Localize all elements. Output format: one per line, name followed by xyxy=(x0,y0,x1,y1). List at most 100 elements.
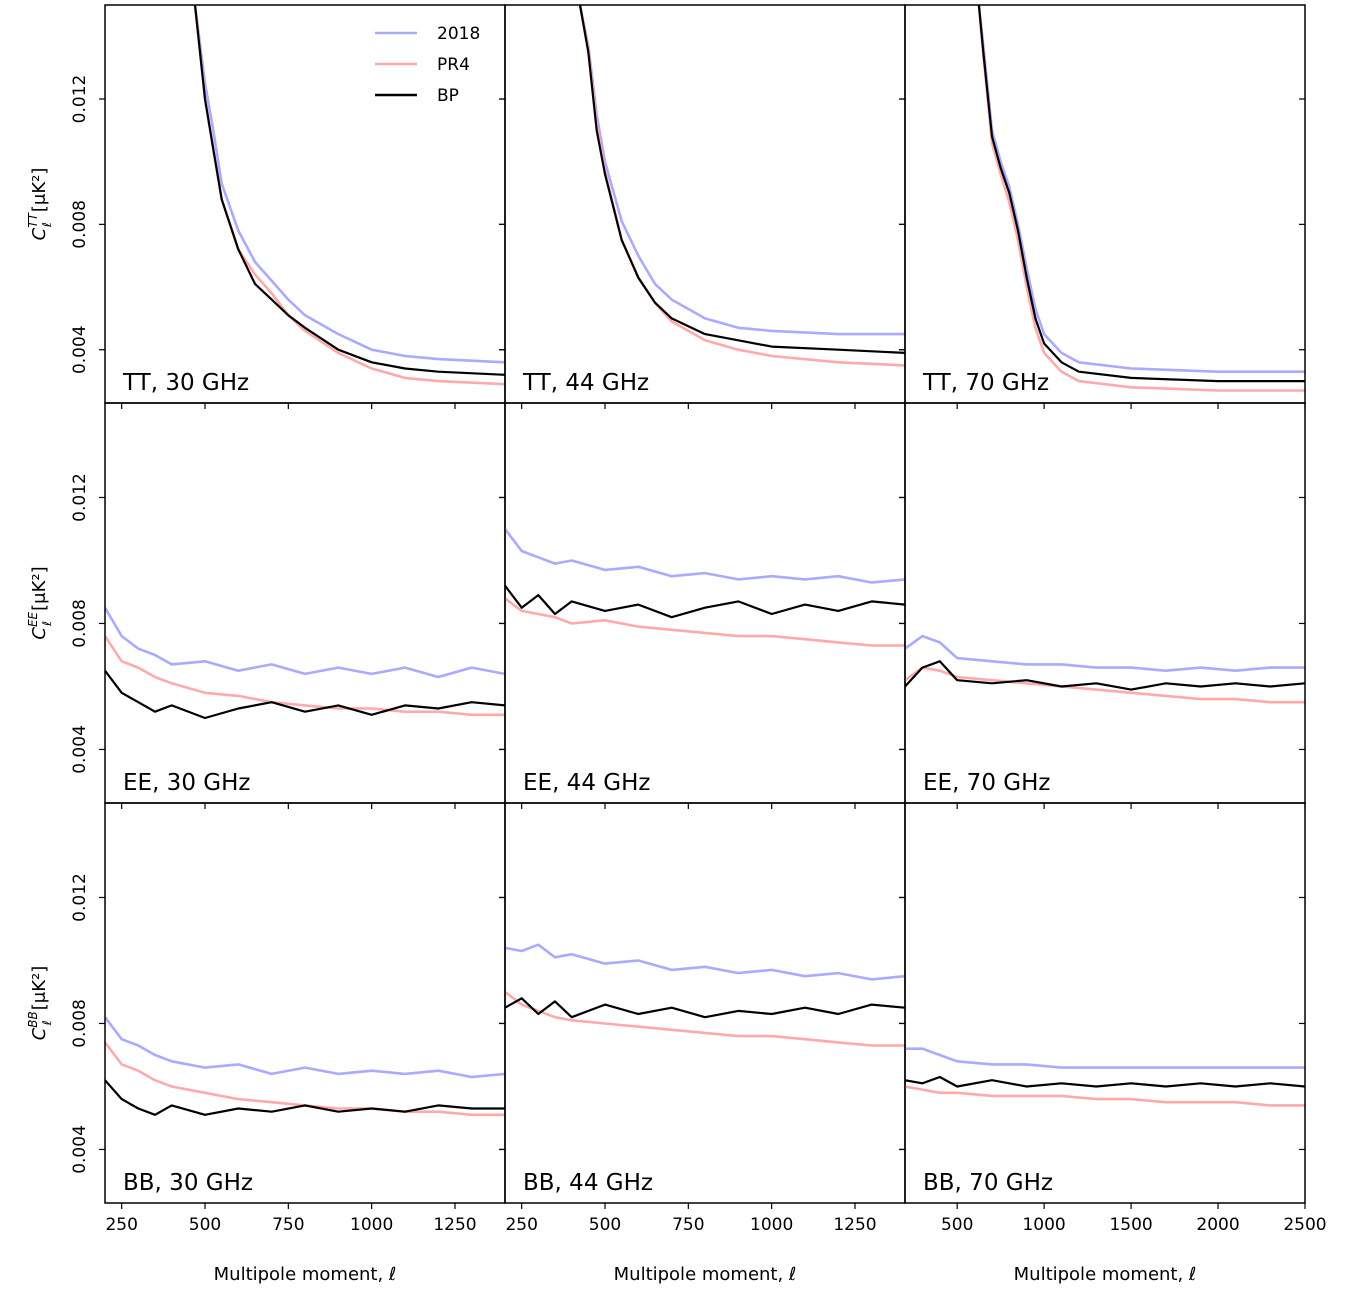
y-axis-label: CBBℓ [μK²] xyxy=(26,966,54,1041)
data-line xyxy=(105,1016,505,1079)
x-tick-label: 1500 xyxy=(1109,1215,1152,1235)
data-line xyxy=(905,1085,1305,1107)
y-label-unit: [μK²] xyxy=(29,566,50,611)
data-line xyxy=(578,5,905,354)
y-tick-label: 0.008 xyxy=(70,200,90,249)
y-label-sup: TT xyxy=(26,211,40,227)
plot-area xyxy=(505,528,905,647)
y-tick-label: 0.008 xyxy=(70,999,90,1048)
data-line xyxy=(505,585,905,619)
plot-area xyxy=(505,943,905,1047)
y-axis-label: CEEℓ [μK²] xyxy=(26,566,54,639)
data-line xyxy=(105,607,505,679)
panel-label: EE, 70 GHz xyxy=(923,770,1050,796)
data-line xyxy=(905,634,1305,672)
panel: 500 1000 1500 2000 2500 Multipole moment, ℓ BB… xyxy=(899,802,1327,1285)
panel-frame xyxy=(104,402,506,804)
y-tick-label: 0.004 xyxy=(70,325,90,374)
data-line xyxy=(905,1075,1305,1088)
panel: 0.004 0.008 0.012 250 500 750 1000 1250 Multipol… xyxy=(26,802,506,1285)
panel: 250 500 750 1000 1250 Multipole moment, ℓ BB, … xyxy=(499,802,906,1285)
plot-area xyxy=(105,1016,505,1117)
data-line xyxy=(505,528,905,584)
legend-label: PR4 xyxy=(437,55,470,75)
data-line xyxy=(105,1041,505,1117)
panel: EE, 70 GHz xyxy=(899,402,1306,809)
panel-frame xyxy=(504,4,906,404)
panel-label: EE, 30 GHz xyxy=(123,770,250,796)
x-tick-label: 250 xyxy=(105,1215,137,1235)
y-tick-label: 0.012 xyxy=(70,75,90,124)
y-label-sup: EE xyxy=(26,611,40,627)
plot-area xyxy=(578,5,905,367)
panel-label: BB, 30 GHz xyxy=(123,1170,253,1196)
x-tick-label: 250 xyxy=(505,1215,537,1235)
y-tick-label: 0.012 xyxy=(70,473,90,522)
y-label-symbol: C xyxy=(29,227,50,240)
y-label-sub: ℓ xyxy=(40,621,54,627)
plot-area xyxy=(105,607,505,720)
panel: TT, 70 GHz xyxy=(899,4,1306,409)
data-line xyxy=(977,5,1305,383)
x-axis-label: Multipole moment, ℓ xyxy=(214,1264,397,1285)
panel-label: TT, 30 GHz xyxy=(122,370,249,396)
x-tick-label: 1250 xyxy=(433,1215,476,1235)
data-line xyxy=(905,660,1305,691)
panel: TT, 44 GHz xyxy=(499,4,906,409)
x-axis-label: Multipole moment, ℓ xyxy=(1014,1264,1197,1285)
plot-area xyxy=(977,5,1305,392)
data-line xyxy=(905,1047,1305,1069)
y-label-sub: ℓ xyxy=(40,222,54,228)
x-tick-label: 2000 xyxy=(1196,1215,1239,1235)
y-label-symbol: C xyxy=(29,1027,50,1040)
y-tick-label: 0.012 xyxy=(70,873,90,922)
data-line xyxy=(193,5,505,364)
y-label-sub: ℓ xyxy=(40,1020,54,1026)
x-tick-label: 500 xyxy=(589,1215,621,1235)
plot-area xyxy=(193,5,505,386)
panel-frame xyxy=(504,802,906,1204)
data-line xyxy=(193,5,505,376)
x-tick-label: 2500 xyxy=(1283,1215,1326,1235)
panel-label: TT, 70 GHz xyxy=(922,370,1049,396)
data-line xyxy=(578,5,905,336)
x-tick-label: 750 xyxy=(672,1215,704,1235)
panel-frame xyxy=(904,802,1306,1204)
panel-label: BB, 70 GHz xyxy=(923,1170,1053,1196)
y-tick-label: 0.008 xyxy=(70,599,90,648)
panel: 0.004 0.008 0.012 EE, 30 GHz CEEℓ [μK²] xyxy=(26,402,506,809)
panel: EE, 44 GHz xyxy=(499,402,906,809)
data-line xyxy=(977,5,1305,373)
x-tick-label: 1000 xyxy=(350,1215,393,1235)
x-tick-label: 500 xyxy=(189,1215,221,1235)
y-tick-label: 0.004 xyxy=(70,725,90,774)
panel-frame xyxy=(904,4,1306,404)
legend-label: 2018 xyxy=(437,24,480,44)
data-line xyxy=(505,990,905,1047)
y-axis-label: CTTℓ [μK²] xyxy=(26,168,54,241)
y-label-symbol: C xyxy=(29,627,50,640)
x-tick-label: 1000 xyxy=(750,1215,793,1235)
panel-frame xyxy=(504,402,906,804)
data-line xyxy=(105,670,505,720)
panel-frame xyxy=(904,402,1306,804)
plot-area xyxy=(905,1047,1305,1107)
x-tick-label: 750 xyxy=(272,1215,304,1235)
plot-area xyxy=(905,634,1305,704)
y-label-unit: [μK²] xyxy=(29,966,50,1011)
panel-label: TT, 44 GHz xyxy=(522,370,649,396)
data-line xyxy=(105,1079,505,1116)
panel: 0.004 0.008 0.012 TT, 30 GHz CTTℓ [μK²] 2018 PR… xyxy=(26,4,506,409)
data-line xyxy=(505,997,905,1019)
y-label-unit: [μK²] xyxy=(29,168,50,213)
x-axis-label: Multipole moment, ℓ xyxy=(614,1264,797,1285)
data-line xyxy=(505,943,905,981)
data-line xyxy=(905,666,1305,704)
data-line xyxy=(505,597,905,647)
panel-label: BB, 44 GHz xyxy=(523,1170,653,1196)
y-tick-label: 0.004 xyxy=(70,1125,90,1174)
x-tick-label: 500 xyxy=(941,1215,973,1235)
panel-frame xyxy=(104,802,506,1204)
